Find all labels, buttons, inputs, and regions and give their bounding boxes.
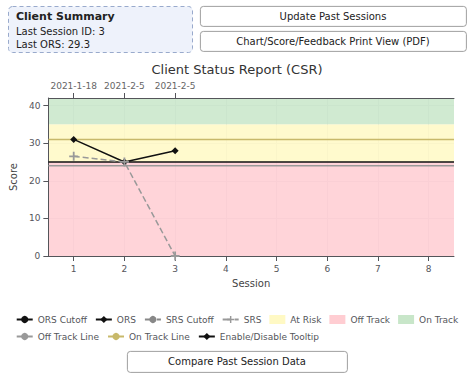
svg-text:On Track: On Track: [419, 315, 459, 325]
svg-text:5: 5: [274, 264, 280, 274]
svg-text:Last Session ID: 3: Last Session ID: 3: [16, 26, 105, 37]
svg-text:10: 10: [29, 213, 41, 223]
svg-text:Compare Past Session Data: Compare Past Session Data: [168, 356, 306, 367]
svg-text:2021-2-5: 2021-2-5: [155, 81, 196, 91]
svg-text:Client Status Report (CSR): Client Status Report (CSR): [151, 62, 322, 77]
svg-text:7: 7: [375, 264, 381, 274]
svg-text:SRS: SRS: [244, 315, 262, 325]
svg-text:8: 8: [426, 264, 432, 274]
svg-text:1: 1: [71, 264, 77, 274]
svg-text:0: 0: [35, 251, 41, 261]
svg-text:3: 3: [172, 264, 178, 274]
svg-text:Update Past Sessions: Update Past Sessions: [280, 11, 387, 22]
svg-text:2: 2: [122, 264, 128, 274]
svg-text:Enable/Disable Tooltip: Enable/Disable Tooltip: [220, 332, 319, 342]
svg-text:2021-2-5: 2021-2-5: [104, 81, 145, 91]
svg-text:6: 6: [324, 264, 330, 274]
svg-text:Chart/Score/Feedback Print Vie: Chart/Score/Feedback Print View (PDF): [236, 36, 430, 47]
svg-text:Score: Score: [8, 163, 19, 191]
svg-text:Last ORS: 29.3: Last ORS: 29.3: [16, 39, 90, 50]
svg-text:Client Summary: Client Summary: [16, 10, 115, 23]
svg-text:4: 4: [223, 264, 229, 274]
svg-text:ORS Cutoff: ORS Cutoff: [38, 315, 88, 325]
svg-text:At Risk: At Risk: [290, 315, 322, 325]
svg-text:20: 20: [29, 176, 41, 186]
svg-text:ORS: ORS: [117, 315, 136, 325]
svg-text:40: 40: [29, 101, 41, 111]
svg-text:Off Track Line: Off Track Line: [38, 332, 100, 342]
svg-text:Off Track: Off Track: [350, 315, 390, 325]
svg-text:Session: Session: [232, 278, 270, 289]
svg-text:2021-1-18: 2021-1-18: [50, 81, 97, 91]
svg-text:30: 30: [29, 138, 41, 148]
svg-text:On Track Line: On Track Line: [129, 332, 190, 342]
svg-text:SRS Cutoff: SRS Cutoff: [166, 315, 215, 325]
